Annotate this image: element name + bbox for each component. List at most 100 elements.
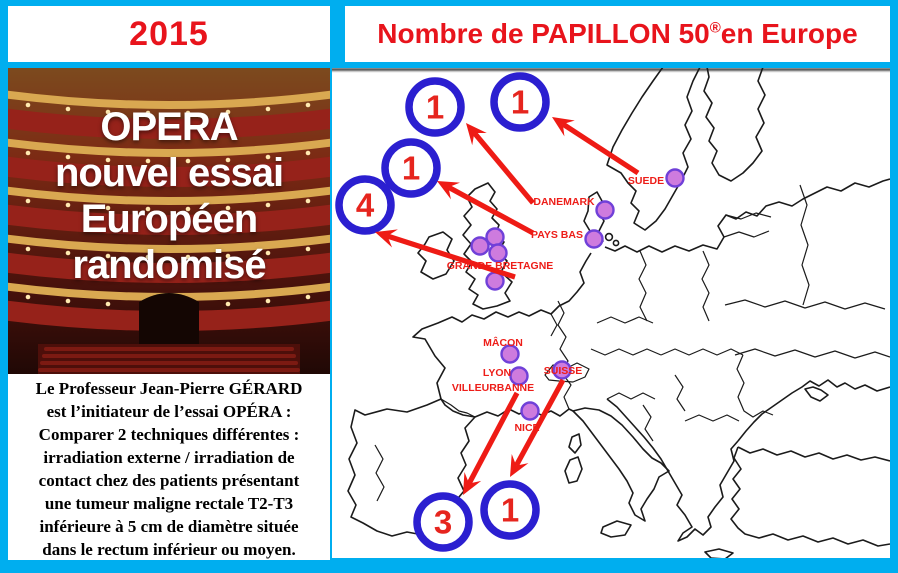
europe-outline [347, 66, 891, 560]
map-label: LYON [483, 367, 511, 379]
city-dot [488, 243, 508, 263]
map-arrow [513, 378, 566, 467]
city-dot [500, 344, 520, 364]
balcony-light [225, 253, 231, 259]
count-value: 1 [501, 492, 519, 529]
balcony-light [225, 301, 231, 307]
balcony-light [65, 202, 71, 208]
count-value: 1 [402, 150, 420, 187]
title-suffix: en Europe [720, 18, 858, 49]
body-line: Le Professeur Jean-Pierre GÉRARD [35, 379, 303, 398]
opera-line: OPERA [100, 105, 238, 149]
balcony-light [305, 294, 311, 300]
balcony-light [265, 106, 271, 112]
year-text: 2015 [129, 14, 209, 53]
map-arrows-layer [375, 117, 640, 495]
count-circle [381, 138, 441, 198]
map-arrow [561, 121, 640, 176]
map-label: PAYS BAS [531, 229, 583, 241]
city-dot [584, 229, 604, 249]
city-dot [470, 236, 490, 256]
balcony-rail [8, 186, 330, 205]
map-label: MÂCON [483, 336, 523, 349]
city-dot [552, 360, 572, 380]
balcony-light [105, 205, 111, 211]
map-arrow-head [510, 454, 529, 477]
balcony-light [305, 150, 311, 156]
count-circle [405, 77, 465, 137]
opera-photo [8, 68, 330, 374]
balcony-light [265, 202, 271, 208]
balcony-light [105, 253, 111, 259]
balcony-light [225, 109, 231, 115]
city-dots-layer [470, 168, 685, 421]
body-line: dans le rectum inférieur ou moyen. [42, 540, 296, 559]
count-value: 1 [511, 84, 529, 121]
map-arrow-head [466, 123, 487, 146]
balcony-rail [8, 90, 330, 109]
left-text-panel: Le Professeur Jean-Pierre GÉRARD est l’i… [8, 374, 330, 560]
balcony-band [8, 156, 330, 187]
balcony-light [65, 250, 71, 256]
balcony-light [25, 246, 31, 252]
balcony-light [265, 154, 271, 160]
balcony-light [185, 254, 191, 260]
body-line: inférieure à 5 cm de diamètre située [39, 517, 299, 536]
map-label: DANEMARK [533, 196, 595, 208]
balcony-light [305, 102, 311, 108]
balcony-rail [8, 234, 330, 253]
balcony-light [105, 157, 111, 163]
map-label: SUISSE [544, 365, 583, 377]
balcony-light [185, 110, 191, 116]
count-value: 4 [356, 187, 375, 224]
opera-line: randomisé [72, 243, 266, 287]
body-line: est l’initiateur de l’essai OPÉRA : [46, 402, 292, 421]
city-dot [520, 401, 540, 421]
opera-overlay-title: OPERA nouvel essai Européen randomisé [8, 104, 330, 288]
balcony-light [185, 206, 191, 212]
city-dot [509, 366, 529, 386]
balcony-light [65, 106, 71, 112]
balcony-light [105, 301, 111, 307]
count-value: 3 [434, 504, 452, 541]
count-circle [335, 175, 395, 235]
seat-rows [38, 347, 300, 372]
map-title-header: Nombre de PAPILLON 50®en Europe [345, 6, 890, 62]
body-line: une tumeur maligne rectale T2-T3 [44, 494, 294, 513]
balcony-light [265, 250, 271, 256]
map-arrow-head [552, 117, 575, 137]
balcony-light [225, 157, 231, 163]
map-arrow-head [463, 471, 482, 495]
balcony-rail [8, 138, 330, 157]
balcony-band [8, 204, 330, 235]
balcony-light [145, 206, 151, 212]
opera-line: Européen [80, 197, 258, 241]
balcony-light [145, 254, 151, 260]
balcony-light [145, 110, 151, 116]
map-label: VILLEURBANNE [452, 382, 534, 394]
page-title: Nombre de PAPILLON 50®en Europe [377, 18, 857, 50]
map-arrow [386, 233, 516, 280]
count-circle [480, 480, 540, 540]
europe-map: SUEDE DANEMARK PAYS BAS GRANDE BRETAGNE MÂCO… [332, 66, 891, 560]
map-arrow [447, 184, 535, 236]
balcony-light [265, 298, 271, 304]
balcony-light [185, 158, 191, 164]
count-value: 1 [426, 89, 444, 126]
balcony-light [65, 298, 71, 304]
balcony-light [25, 102, 31, 108]
opera-line: nouvel essai [54, 151, 284, 195]
balcony-light [65, 154, 71, 160]
balcony-light [105, 109, 111, 115]
map-arrow [472, 131, 535, 205]
balcony-band [8, 108, 330, 139]
body-line: contact chez des patients présentant [38, 471, 300, 490]
balcony-light [225, 205, 231, 211]
balcony-light [305, 246, 311, 252]
balcony-light [305, 198, 311, 204]
city-dot [665, 168, 685, 188]
balcony-light [25, 294, 31, 300]
